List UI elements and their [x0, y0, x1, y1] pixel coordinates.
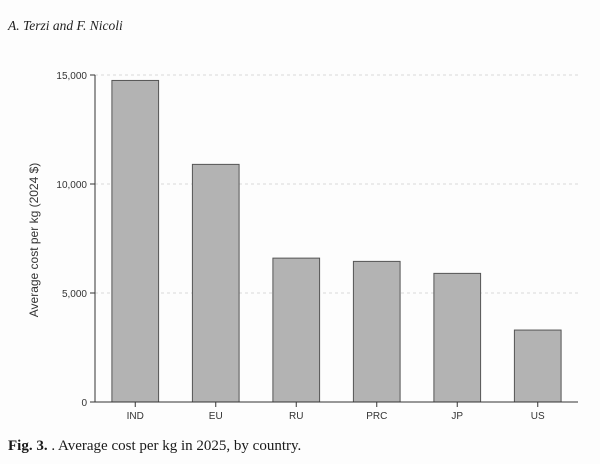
bar-eu	[191, 163, 240, 403]
bar-jp	[433, 272, 482, 403]
gridlines	[95, 74, 578, 294]
x-tick-label: IND	[127, 411, 144, 420]
bar-prc	[352, 260, 401, 403]
x-tick-label: JP	[451, 411, 463, 420]
bar-chart: 0 5,000 10,000 15,000 IND EU RU PRC JP US Average…	[27, 71, 578, 422]
bar-ind	[111, 79, 160, 403]
x-tick-label: RU	[289, 411, 303, 420]
bars	[111, 79, 562, 403]
y-tick-label: 15,000	[56, 71, 87, 82]
bar-us	[513, 329, 562, 403]
x-tick-label: US	[531, 411, 545, 420]
figure-caption: Fig. 3. . Average cost per kg in 2025, b…	[8, 438, 301, 455]
y-tick-label: 10,000	[56, 180, 87, 191]
chart-svg: 0 5,000 10,000 15,000 IND EU RU PRC JP US Average…	[27, 71, 578, 422]
caption-label: Fig. 3.	[8, 438, 48, 454]
axes: 0 5,000 10,000 15,000 IND EU RU PRC JP US	[56, 71, 578, 422]
author-header: A. Terzi and F. Nicoli	[8, 18, 123, 33]
caption-text: . Average cost per kg in 2025, by countr…	[51, 438, 302, 454]
y-axis-label: Average cost per kg (2024 $)	[27, 163, 41, 318]
bar-ru	[272, 257, 321, 403]
x-tick-label: PRC	[366, 411, 387, 420]
y-tick-label: 5,000	[62, 289, 87, 300]
x-tick-label: EU	[209, 411, 223, 420]
y-tick-label: 0	[81, 398, 87, 409]
